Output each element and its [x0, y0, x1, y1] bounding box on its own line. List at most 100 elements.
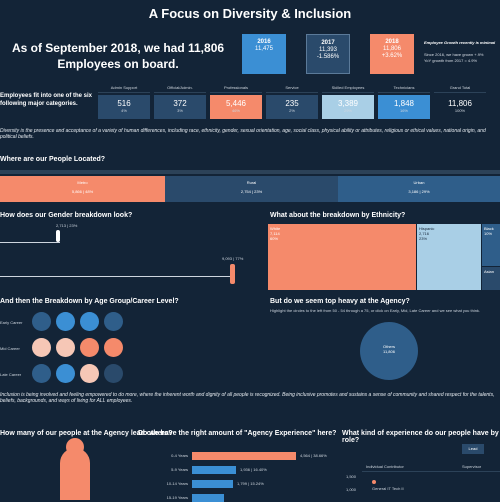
experience-heading: Do we have the right amount of "Agency E… [138, 430, 337, 437]
experience-bar[interactable] [192, 494, 224, 502]
category-pct: 4% [121, 108, 127, 113]
age-row-late: Late Career [0, 372, 22, 377]
category-header: Professionals [210, 84, 262, 93]
age-row-early: Early Career [0, 320, 23, 325]
role-col-sup: Supervisor [462, 464, 482, 469]
top-heavy-heading: But do we seem top heavy at the Agency? [270, 298, 410, 305]
age-circle[interactable] [80, 364, 99, 383]
category-header: Skilled Employees [322, 84, 374, 93]
category-box: 235 2% [266, 95, 318, 119]
category-header: Technicians [378, 84, 430, 93]
kpi-2017: 2017 11,393 -1.586% [306, 34, 350, 74]
category-header: Grand Total [434, 84, 486, 93]
male-line [0, 276, 230, 277]
category-value: 11,806 [448, 99, 472, 108]
category-box: 372 3% [154, 95, 206, 119]
age-heading: And then the Breakdown by Age Group/Care… [0, 298, 179, 305]
location-metro-bar[interactable]: Metro 5,866 | 48% [0, 176, 165, 202]
category-box: 3,389 29% [322, 95, 374, 119]
category-skilled-employees[interactable]: Skilled Employees 3,389 29% [322, 84, 374, 119]
male-count: 9,093 | 77% [222, 256, 244, 261]
ethnicity-hispanic[interactable]: Hispanic 2,716 23% [417, 224, 481, 290]
gender-heading: How does our Gender breakdown look? [0, 212, 133, 219]
category-service[interactable]: Service 235 2% [266, 84, 318, 119]
category-official-admin[interactable]: Official/Admin. 372 3% [154, 84, 206, 119]
age-circle[interactable] [104, 338, 123, 357]
experience-detail: 1,799 | 15.24% [237, 481, 264, 486]
role-point-label: General IT Tech II [372, 486, 404, 491]
experience-detail: 1,936 | 16.40% [240, 467, 267, 472]
female-icon [56, 230, 60, 242]
age-row-mid: Mid Career [0, 346, 20, 351]
category-value: 1,848 [393, 99, 415, 108]
role-legend-lead: Lead [462, 444, 484, 454]
role-col-ic: Individual Contributor [366, 464, 404, 469]
lead-figure-icon [60, 448, 90, 500]
role-ytick-1500: 1,500 [346, 474, 357, 479]
role-heading: What kind of experience do our people ha… [342, 430, 499, 444]
kpi-2016: 2016 11,475 [242, 34, 286, 74]
inclusion-definition: Inclusion is being involved and feeling … [0, 392, 495, 404]
page-title: A Focus on Diversity & Inclusion [148, 6, 352, 21]
category-value: 3,389 [337, 99, 359, 108]
experience-label: 0-4 Years [171, 453, 188, 458]
location-rural-bar[interactable]: Rural 2,754 | 23% [165, 176, 338, 202]
category-box: 5,446 46% [210, 95, 262, 119]
categories-label: Employees fit into one of the six follow… [0, 93, 93, 107]
category-header: Official/Admin. [154, 84, 206, 93]
experience-label: 15-19 Years [166, 495, 188, 500]
location-urban-bar[interactable]: Urban 3,186 | 29% [338, 176, 500, 202]
ethnicity-black[interactable]: Black 10% [482, 224, 500, 266]
ethnicity-asian[interactable]: Asian [482, 267, 500, 290]
age-circle[interactable] [80, 338, 99, 357]
category-value: 516 [117, 99, 131, 108]
category-technicians[interactable]: Technicians 1,848 16% [378, 84, 430, 119]
category-header: Admin Support [98, 84, 150, 93]
category-pct: 46% [231, 108, 240, 113]
category-pct: 3% [177, 108, 183, 113]
female-count: 2,713 | 23% [56, 223, 78, 228]
role-axis [362, 471, 500, 472]
age-circle[interactable] [104, 364, 123, 383]
category-value: 235 [285, 99, 299, 108]
female-line [0, 242, 60, 243]
category-pct: 100% [454, 108, 466, 113]
experience-label: 10-14 Years [166, 481, 188, 486]
experience-bar[interactable] [192, 466, 236, 474]
category-admin-support[interactable]: Admin Support 516 4% [98, 84, 150, 119]
age-circle[interactable] [32, 364, 51, 383]
location-heading: Where are our People Located? [0, 156, 106, 163]
growth-note: Employee Growth recently is minimal Sinc… [424, 40, 496, 63]
age-circle[interactable] [56, 338, 75, 357]
male-icon [230, 264, 235, 284]
age-circle[interactable] [32, 312, 51, 331]
age-circle[interactable] [32, 338, 51, 357]
ethnicity-heading: What about the breakdown by Ethnicity? [270, 212, 406, 219]
category-professionals[interactable]: Professionals 5,446 46% [210, 84, 262, 119]
experience-detail: 4,564 | 38.66% [300, 453, 327, 458]
category-header: Service [266, 84, 318, 93]
age-circle[interactable] [56, 312, 75, 331]
role-point[interactable] [372, 480, 376, 484]
age-circle[interactable] [56, 364, 75, 383]
experience-bar[interactable] [192, 452, 296, 460]
category-box: 1,848 16% [378, 95, 430, 119]
age-circle[interactable] [80, 312, 99, 331]
category-box: 11,806 100% [434, 95, 486, 119]
lead-head-icon [66, 438, 84, 456]
ethnicity-white[interactable]: White 7,114 60% [268, 224, 416, 290]
role-ytick-1000: 1,000 [346, 487, 357, 492]
top-heavy-sub: Highlight the circles to the left from 5… [270, 308, 481, 313]
lead-heading: How many of our people at the Agency lea… [0, 430, 173, 437]
category-grand-total[interactable]: Grand Total 11,806 100% [434, 84, 486, 119]
age-circle[interactable] [104, 312, 123, 331]
category-value: 372 [173, 99, 187, 108]
location-divider [0, 170, 500, 174]
category-box: 516 4% [98, 95, 150, 119]
experience-label: 5-9 Years [171, 467, 188, 472]
others-circle[interactable]: Others 11,806 [360, 322, 418, 380]
category-pct: 16% [399, 108, 408, 113]
kpi-2018: 2018 11,806 +3.62% [370, 34, 414, 74]
category-value: 5,446 [225, 99, 247, 108]
experience-bar[interactable] [192, 480, 233, 488]
